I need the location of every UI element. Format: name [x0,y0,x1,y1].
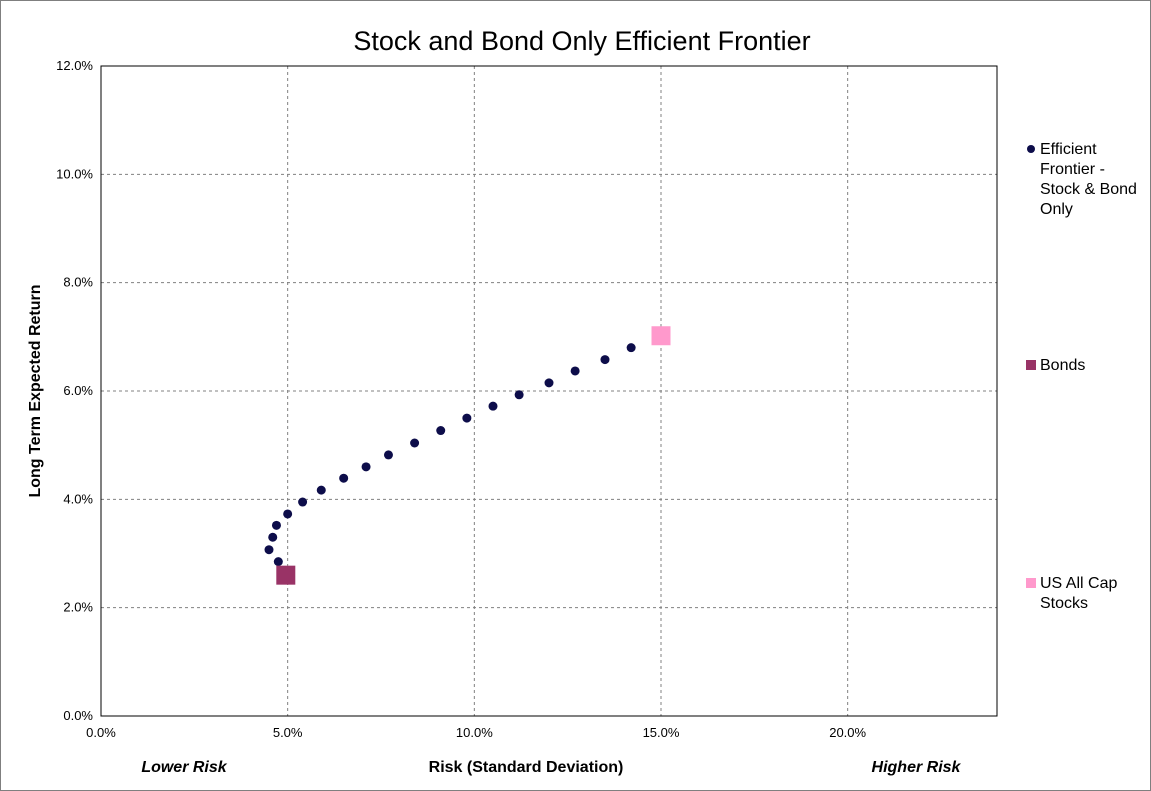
y-tick-label: 4.0% [63,491,93,506]
frontier-point [274,557,283,566]
frontier-point [627,343,636,352]
frontier-point [410,439,419,448]
legend-efficient-frontier-label: Frontier - [1040,161,1105,178]
frontier-point [515,390,524,399]
higher-risk-annotation: Higher Risk [872,759,962,776]
y-tick-label: 12.0% [56,58,93,73]
frontier-point [362,462,371,471]
legend-us-all-cap-stocks-label: Stocks [1040,595,1088,612]
us-all-cap-stocks-point [652,326,671,345]
legend-efficient-frontier-marker [1027,145,1035,153]
frontier-point [571,366,580,375]
x-tick-label: 0.0% [86,725,116,740]
frontier-point [436,426,445,435]
y-tick-label: 2.0% [63,600,93,615]
frontier-point [384,450,393,459]
y-tick-label: 6.0% [63,383,93,398]
frontier-point [545,378,554,387]
frontier-point [489,402,498,411]
x-tick-label: 5.0% [273,725,303,740]
tick-labels: 0.0% 5.0% 10.0% 15.0% 20.0% 0.0% 2.0% 4.0% 6.0% 8… [56,58,866,740]
y-tick-label: 10.0% [56,166,93,181]
frontier-point [462,414,471,423]
frontier-point [298,498,307,507]
y-tick-label: 0.0% [63,708,93,723]
data-points [265,326,671,584]
legend-bonds-label: Bonds [1040,357,1085,374]
y-tick-label: 8.0% [63,275,93,290]
chart-title: Stock and Bond Only Efficient Frontier [353,26,810,56]
legend: Efficient Frontier - Stock & Bond Only Bonds… [1026,141,1137,612]
legend-bonds-marker [1026,360,1036,370]
legend-us-all-cap-stocks-label: US All Cap [1040,575,1117,592]
lower-risk-annotation: Lower Risk [141,759,227,776]
x-tick-label: 20.0% [829,725,866,740]
x-tick-label: 10.0% [456,725,493,740]
frontier-point [339,474,348,483]
frontier-point [268,533,277,542]
x-axis-title: Risk (Standard Deviation) [429,759,624,776]
legend-efficient-frontier-label: Only [1040,201,1073,218]
frontier-point [317,486,326,495]
x-tick-label: 15.0% [643,725,680,740]
frontier-point [265,545,274,554]
frontier-point [283,509,292,518]
legend-efficient-frontier-label: Efficient [1040,141,1097,158]
y-axis-title: Long Term Expected Return [27,284,44,497]
frontier-point [272,521,281,530]
bonds-point [276,566,295,585]
legend-efficient-frontier-label: Stock & Bond [1040,181,1137,198]
legend-us-all-cap-stocks-marker [1026,578,1036,588]
gridlines [101,66,997,716]
frontier-point [601,355,610,364]
